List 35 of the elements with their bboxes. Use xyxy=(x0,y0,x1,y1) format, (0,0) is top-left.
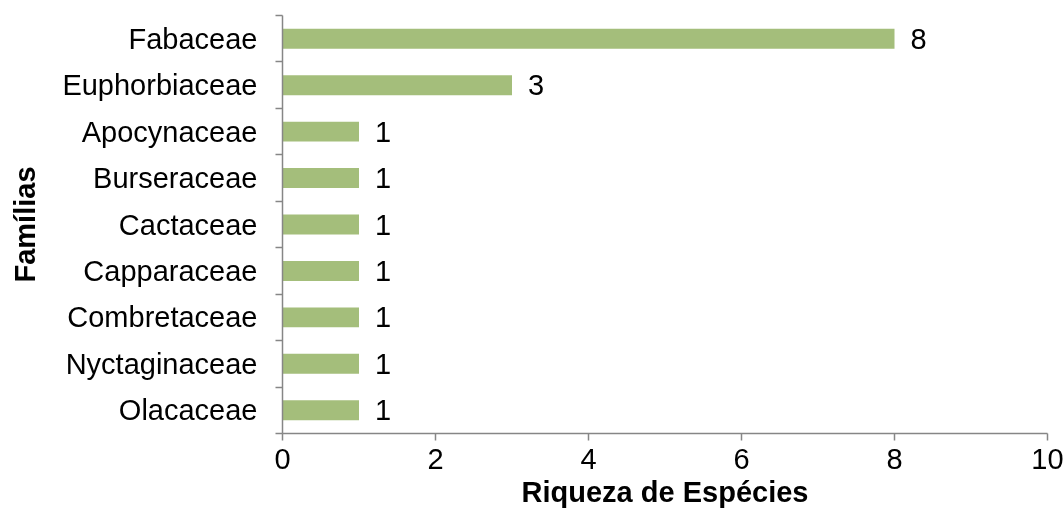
y-tick-label: Apocynaceae xyxy=(81,115,258,148)
data-label: 1 xyxy=(375,115,392,148)
data-label: 3 xyxy=(528,69,545,102)
x-tick-label: 2 xyxy=(427,442,444,475)
bar xyxy=(282,400,359,421)
bar xyxy=(282,28,895,49)
x-tick-label: 4 xyxy=(580,442,597,475)
x-tick-label: 8 xyxy=(886,442,903,475)
bar xyxy=(282,168,359,189)
data-label: 1 xyxy=(375,208,392,241)
data-label: 1 xyxy=(375,162,392,195)
x-tick-label: 6 xyxy=(733,442,750,475)
bar xyxy=(282,121,359,142)
y-axis-title: Famílias xyxy=(9,166,42,283)
bar xyxy=(282,307,359,328)
y-tick-label: Fabaceae xyxy=(128,22,258,55)
x-axis-title: Riqueza de Espécies xyxy=(521,475,809,508)
bar xyxy=(282,353,359,374)
y-tick-label: Capparaceae xyxy=(83,254,258,287)
y-tick-label: Cactaceae xyxy=(118,208,258,241)
data-label: 8 xyxy=(910,22,927,55)
y-tick-label: Euphorbiaceae xyxy=(62,69,258,102)
y-tick-label: Burseraceae xyxy=(93,162,258,195)
y-tick-label: Combretaceae xyxy=(67,301,258,334)
data-label: 1 xyxy=(375,254,392,287)
y-tick-label: Nyctaginaceae xyxy=(65,347,258,380)
bar xyxy=(282,214,359,235)
data-label: 1 xyxy=(375,347,392,380)
data-label: 1 xyxy=(375,301,392,334)
bar xyxy=(282,260,359,281)
bar xyxy=(282,75,512,96)
y-tick-label: Olacaceae xyxy=(118,394,258,427)
data-label: 1 xyxy=(375,394,392,427)
x-tick-label: 10 xyxy=(1031,442,1064,475)
x-tick-label: 0 xyxy=(274,442,291,475)
